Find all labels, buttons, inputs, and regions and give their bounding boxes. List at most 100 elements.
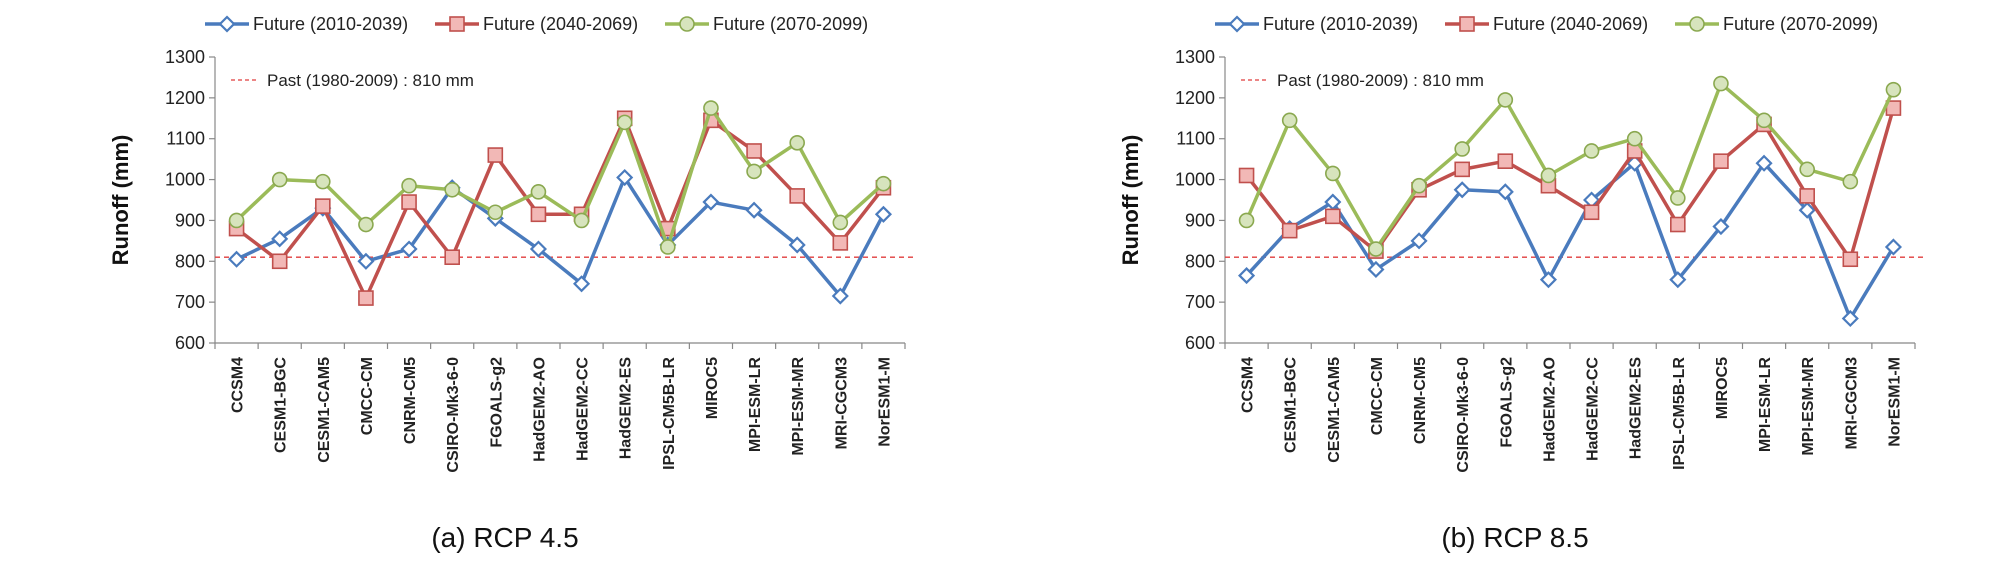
data-point — [529, 240, 547, 258]
y-tick-label: 1200 — [1175, 88, 1215, 108]
data-point — [874, 205, 892, 223]
legend-label: Future (2010-2039) — [1263, 14, 1418, 34]
y-tick-label: 700 — [1185, 292, 1215, 312]
data-point — [1497, 92, 1514, 108]
y-tick-label: 1000 — [165, 170, 205, 190]
y-tick-label: 800 — [1185, 251, 1215, 271]
x-tick-label: HadGEM2-ES — [618, 357, 635, 460]
x-tick-label: MPI-ESM-MR — [1800, 357, 1817, 456]
y-axis-title: Runoff (mm) — [1118, 135, 1143, 266]
x-tick-label: MRI-CGCM3 — [833, 357, 850, 450]
data-point — [228, 250, 246, 268]
x-tick-label: CESM1-BGC — [273, 357, 290, 453]
x-tick-label: CESM1-BGC — [1283, 357, 1300, 453]
y-tick-label: 1100 — [1176, 129, 1215, 149]
x-tick-label: NorESM1-M — [876, 357, 893, 447]
data-point — [1238, 212, 1255, 229]
data-point — [1453, 181, 1471, 199]
data-point — [1713, 153, 1729, 169]
data-point — [1238, 267, 1256, 285]
legend-label: Future (2010-2039) — [253, 14, 408, 34]
reference-label: Past (1980-2009) : 810 mm — [267, 71, 474, 90]
data-point — [1756, 112, 1772, 129]
data-point — [271, 171, 288, 188]
data-point — [1884, 238, 1902, 256]
data-point — [746, 163, 762, 180]
y-tick-label: 1300 — [165, 47, 205, 67]
data-point — [1454, 161, 1470, 178]
x-tick-label: MIROC5 — [704, 357, 721, 419]
data-point — [1368, 241, 1384, 257]
data-point — [1583, 204, 1600, 221]
data-point — [789, 188, 805, 204]
data-point — [1842, 173, 1859, 190]
series-line-1 — [235, 116, 885, 300]
data-point — [401, 177, 417, 194]
data-point — [444, 249, 460, 265]
data-point — [832, 235, 849, 251]
x-tick-label: CESM1-CAM5 — [1326, 357, 1343, 463]
data-point — [1367, 260, 1385, 279]
x-tick-label: CESM1-CAM5 — [316, 357, 333, 463]
data-point — [1410, 232, 1428, 250]
data-point — [1238, 167, 1255, 184]
data-point — [1325, 165, 1341, 182]
chart-panel-0: 600 700 800 900 1000 1100 1200 1300 CCSM4 CESM1-B… — [108, 14, 915, 473]
data-point — [746, 143, 762, 159]
data-point — [832, 214, 849, 231]
legend-marker — [679, 16, 695, 32]
legend-marker — [1459, 16, 1475, 32]
data-point — [1799, 188, 1815, 204]
data-point — [530, 206, 547, 223]
data-point — [1670, 190, 1686, 206]
y-tick-label: 1300 — [1175, 47, 1215, 67]
x-tick-label: CNRM-CM5 — [1412, 357, 1429, 444]
x-tick-label: MIROC5 — [1714, 357, 1731, 419]
legend-label: Future (2040-2069) — [483, 14, 638, 34]
x-tick-label: HadGEM2-AO — [531, 357, 548, 462]
data-point — [616, 114, 633, 131]
data-point — [228, 212, 245, 229]
data-point — [702, 193, 720, 211]
data-point — [875, 175, 892, 192]
y-tick-label: 900 — [175, 210, 205, 230]
data-point — [315, 173, 331, 190]
x-tick-label: CSIRO-Mk3-6-0 — [445, 357, 462, 473]
data-point — [1798, 201, 1816, 219]
y-tick-label: 900 — [1185, 210, 1215, 230]
legend-label: Future (2040-2069) — [1493, 14, 1648, 34]
data-point — [487, 147, 504, 163]
x-tick-label: HadGEM2-AO — [1541, 357, 1558, 462]
data-point — [703, 100, 719, 116]
caption-rcp85: (b) RCP 8.5 — [1441, 522, 1589, 553]
x-tick-label: IPSL-CM5B-LR — [661, 357, 678, 470]
x-tick-label: CNRM-CM5 — [402, 357, 419, 444]
data-point — [1755, 154, 1773, 172]
x-tick-label: CCSM4 — [1240, 357, 1257, 413]
x-tick-label: HadGEM2-CC — [1585, 357, 1602, 461]
x-tick-label: MPI-ESM-MR — [790, 357, 807, 456]
series-line-2 — [235, 106, 885, 249]
data-point — [444, 181, 460, 198]
data-point — [1670, 216, 1686, 233]
data-point — [1540, 167, 1557, 184]
x-tick-label: FGOALS-g2 — [488, 357, 505, 448]
x-tick-label: HadGEM2-CC — [575, 357, 592, 461]
data-point — [1454, 141, 1470, 157]
data-point — [358, 216, 374, 233]
x-tick-label: CMCC-CM — [1369, 357, 1386, 435]
data-point — [400, 240, 418, 258]
legend-marker — [449, 16, 465, 32]
data-point — [1841, 309, 1859, 328]
chart-panel-1: 600 700 800 900 1000 1100 1200 1300 CCSM4 CESM1-B… — [1118, 14, 1925, 473]
series-line-2 — [1244, 81, 1896, 251]
data-point — [831, 287, 849, 305]
data-point — [573, 275, 591, 293]
data-point — [1885, 81, 1902, 98]
data-point — [487, 204, 504, 221]
x-tick-label: CSIRO-Mk3-6-0 — [1455, 357, 1472, 473]
x-tick-label: NorESM1-M — [1886, 357, 1903, 447]
data-point — [1325, 208, 1341, 225]
data-point — [530, 184, 547, 200]
x-tick-label: MRI-CGCM3 — [1843, 357, 1860, 450]
